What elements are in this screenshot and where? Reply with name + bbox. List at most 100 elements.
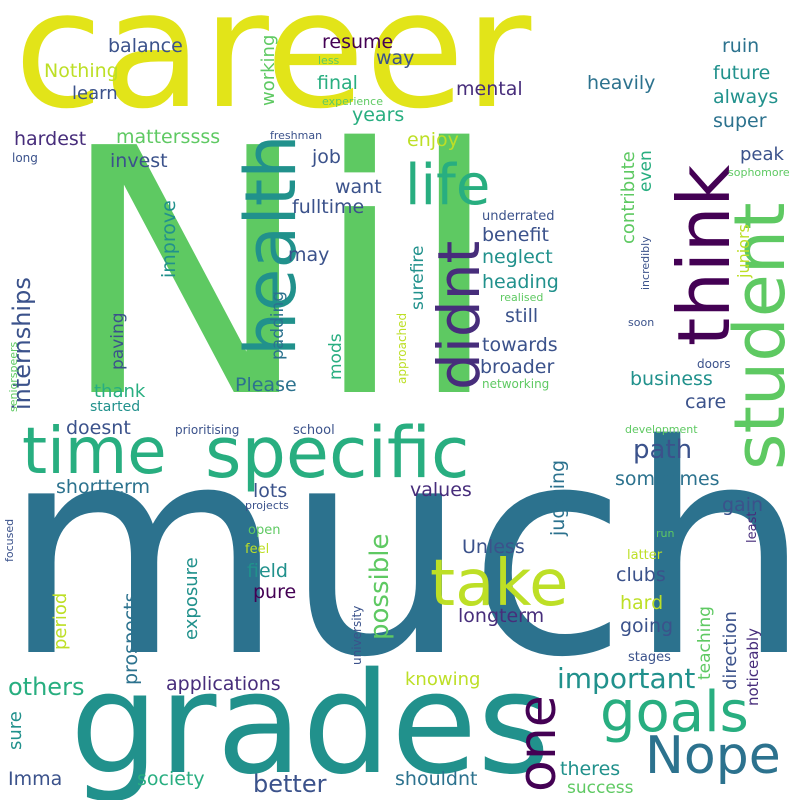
word-working: working — [258, 34, 279, 106]
word-balance: balance — [108, 35, 183, 57]
word-heading: heading — [482, 271, 559, 293]
word-final: final — [317, 72, 358, 94]
word-imma: Imma — [8, 768, 63, 790]
word-freshman: freshman — [270, 129, 323, 142]
word-going: going — [620, 615, 674, 637]
word-prioritising: prioritising — [175, 423, 240, 437]
word-way: way — [376, 47, 415, 69]
word-nil: Nil — [58, 77, 502, 473]
word-field: field — [247, 560, 288, 582]
word-learn: learn — [72, 83, 118, 104]
word-exposure: exposure — [181, 557, 202, 640]
word-broader: broader — [480, 356, 555, 378]
word-padding: padding — [268, 290, 288, 360]
word-university: university — [350, 605, 364, 665]
word-heavily: heavily — [587, 72, 656, 94]
word-clubs: clubs — [616, 564, 666, 586]
word-juniors: juniors — [734, 224, 753, 278]
word-even: even — [636, 150, 656, 192]
word-experience: experience — [322, 95, 383, 108]
word-sometimes: sometimes — [615, 468, 720, 490]
word-enjoy: enjoy — [407, 129, 459, 151]
word-run: run — [656, 527, 675, 540]
word-surefire: surefire — [408, 245, 428, 311]
word-invest: invest — [110, 150, 168, 172]
word-juggling: juggling — [547, 459, 569, 536]
word-may: may — [288, 244, 330, 266]
word-less: less — [318, 54, 340, 67]
word-path: path — [633, 435, 693, 465]
word-towards: towards — [482, 334, 558, 356]
word-underrated: underrated — [482, 209, 555, 224]
word-latter: latter — [627, 548, 663, 563]
word-resume: resume — [322, 31, 394, 53]
word-important: important — [557, 662, 696, 695]
word-soon: soon — [628, 316, 655, 329]
word-networking: networking — [482, 377, 550, 391]
word-take: take — [430, 547, 569, 621]
word-school: school — [293, 423, 335, 438]
word-doors: doors — [697, 357, 731, 371]
word-business: business — [630, 368, 713, 390]
word-job: job — [312, 146, 341, 168]
word-gain: gain — [722, 494, 764, 516]
word-thank: thank — [94, 381, 146, 402]
word-seniorspeers: seniorspeers — [7, 341, 20, 412]
word-direction: direction — [720, 611, 741, 690]
word-theres: theres — [560, 758, 621, 780]
word-started: started — [90, 399, 141, 415]
word-long: long — [12, 151, 38, 165]
word-teaching: teaching — [695, 606, 715, 680]
word-sophomore: sophomore — [728, 166, 790, 179]
word-years: years — [352, 104, 405, 126]
word-others: others — [8, 673, 85, 701]
word-focused: focused — [3, 518, 16, 562]
word-approached: approached — [395, 312, 409, 384]
word-goals: goals — [600, 680, 749, 745]
word-realised: realised — [500, 291, 544, 304]
word-matterssss: matterssss — [116, 126, 221, 148]
word-improve: improve — [158, 200, 180, 278]
word-super: super — [713, 110, 767, 132]
word-feel: feel — [245, 542, 270, 557]
word-period: period — [50, 592, 71, 650]
word-least: least — [745, 511, 760, 543]
word-always: always — [713, 86, 779, 108]
word-pure: pure — [253, 581, 297, 603]
word-shortterm: shortterm — [56, 476, 150, 498]
word-prospects: prospects — [120, 592, 142, 685]
word-mods: mods — [326, 333, 346, 380]
word-much: much — [2, 384, 800, 721]
word-mental: mental — [456, 78, 523, 100]
word-sure: sure — [5, 711, 26, 750]
word-benefit: benefit — [482, 224, 549, 246]
word-please: Please — [235, 374, 297, 396]
word-development: development — [625, 423, 698, 436]
word-success: success — [567, 778, 634, 798]
word-values: values — [410, 479, 472, 501]
word-lots: lots — [253, 480, 288, 502]
word-better: better — [253, 770, 327, 798]
word-future: future — [713, 62, 771, 84]
word-possible: possible — [365, 533, 395, 640]
word-time: time — [22, 415, 167, 489]
word-nothing: Nothing — [44, 60, 119, 82]
word-projects: projects — [245, 499, 289, 512]
word-fulltime: fulltime — [292, 196, 365, 218]
word-shouldnt: shouldnt — [395, 768, 478, 790]
word-hard: hard — [620, 592, 664, 614]
word-hardest: hardest — [14, 128, 87, 150]
word-care: care — [685, 391, 727, 413]
word-peak: peak — [740, 144, 784, 165]
word-knowing: knowing — [405, 669, 481, 690]
word-ruin: ruin — [722, 35, 760, 57]
word-incredibly: incredibly — [639, 236, 652, 290]
word-longterm: longterm — [458, 605, 545, 627]
word-unless: Unless — [462, 536, 525, 558]
word-nope: Nope — [645, 726, 781, 786]
word-applications: applications — [166, 673, 281, 695]
word-career: career — [14, 0, 532, 145]
word-doesnt: doesnt — [66, 417, 131, 439]
word-life: life — [405, 153, 491, 218]
